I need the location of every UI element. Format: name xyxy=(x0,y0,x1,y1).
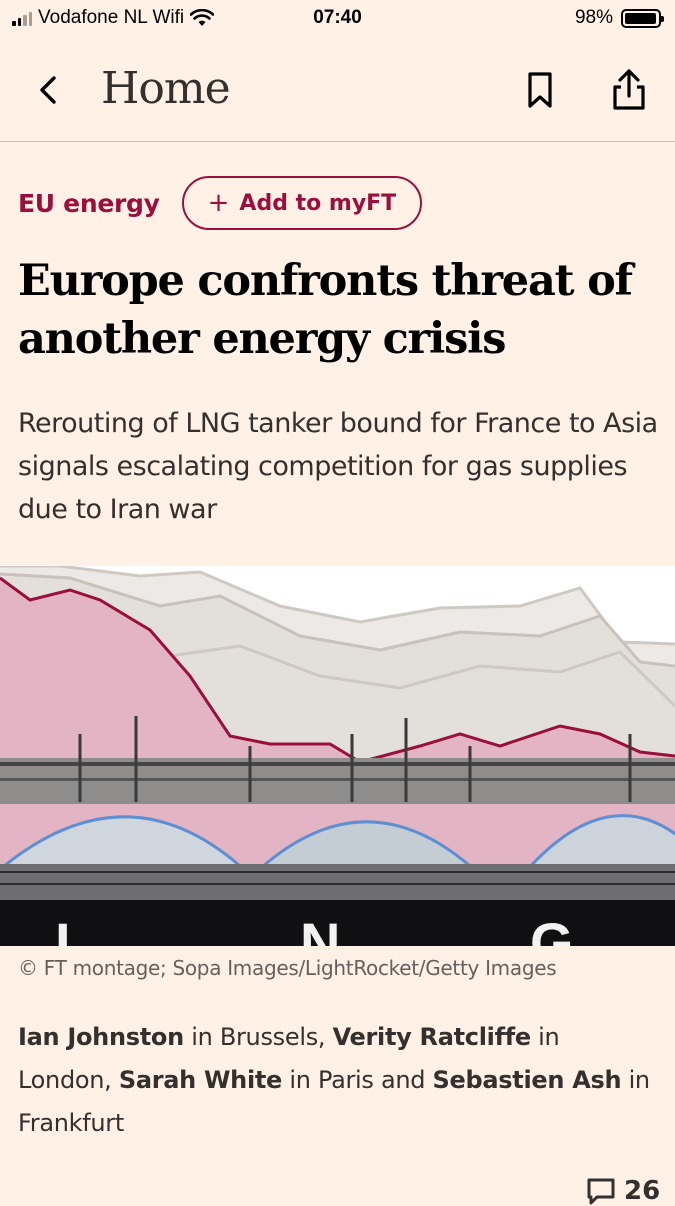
byline-location: in Paris and xyxy=(282,1066,433,1094)
nav-bar: Home xyxy=(0,38,675,142)
article-standfirst: Rerouting of LNG tanker bound for France… xyxy=(18,408,658,525)
share-icon xyxy=(613,69,645,110)
author-link[interactable]: Verity Ratcliffe xyxy=(332,1023,532,1051)
topic-row: EU energy + Add to myFT xyxy=(18,176,423,230)
battery-level xyxy=(625,12,657,24)
status-bar: Vodafone NL Wifi 07:40 98% xyxy=(0,0,675,38)
chevron-left-icon xyxy=(40,76,56,104)
status-right: 98% xyxy=(574,7,664,29)
svg-text:G: G xyxy=(530,911,574,946)
svg-text:L: L xyxy=(55,911,89,946)
byline-location: in Brussels, xyxy=(183,1023,333,1051)
bookmark-icon xyxy=(528,72,552,108)
comment-icon xyxy=(587,1178,615,1205)
byline-location: in Frankfurt xyxy=(18,1066,650,1137)
wifi-icon xyxy=(190,9,215,26)
bookmark-button[interactable] xyxy=(522,70,558,110)
byline: Ian Johnston in Brussels, Verity Ratclif… xyxy=(18,1016,658,1145)
carrier-label: Vodafone NL Wifi xyxy=(38,7,185,28)
add-to-myft-label: Add to myFT xyxy=(239,190,397,216)
comments-button[interactable]: 26 xyxy=(586,1176,660,1206)
byline-location: in London, xyxy=(18,1023,560,1094)
hero-image: L N G xyxy=(0,566,675,946)
status-left: Vodafone NL Wifi xyxy=(12,7,215,29)
svg-text:N: N xyxy=(300,911,340,946)
share-button[interactable] xyxy=(608,68,650,112)
article-headline: Europe confronts threat of another energ… xyxy=(18,256,633,364)
topic-link[interactable]: EU energy xyxy=(18,188,160,218)
nav-title: Home xyxy=(101,63,231,114)
author-link[interactable]: Ian Johnston xyxy=(18,1023,184,1051)
back-button[interactable] xyxy=(30,70,70,110)
author-link[interactable]: Sarah White xyxy=(118,1066,283,1094)
battery-percent: 98% xyxy=(574,7,613,28)
comments-count: 26 xyxy=(624,1176,661,1206)
image-caption: © FT montage; Sopa Images/LightRocket/Ge… xyxy=(18,956,557,980)
signal-icon xyxy=(12,11,32,26)
battery-icon xyxy=(621,8,664,28)
hull-lettering: L N G xyxy=(55,911,574,946)
add-to-myft-button[interactable]: + Add to myFT xyxy=(181,176,423,230)
clock: 07:40 xyxy=(313,7,362,28)
author-link[interactable]: Sebastien Ash xyxy=(432,1066,622,1094)
plus-icon: + xyxy=(207,188,230,218)
